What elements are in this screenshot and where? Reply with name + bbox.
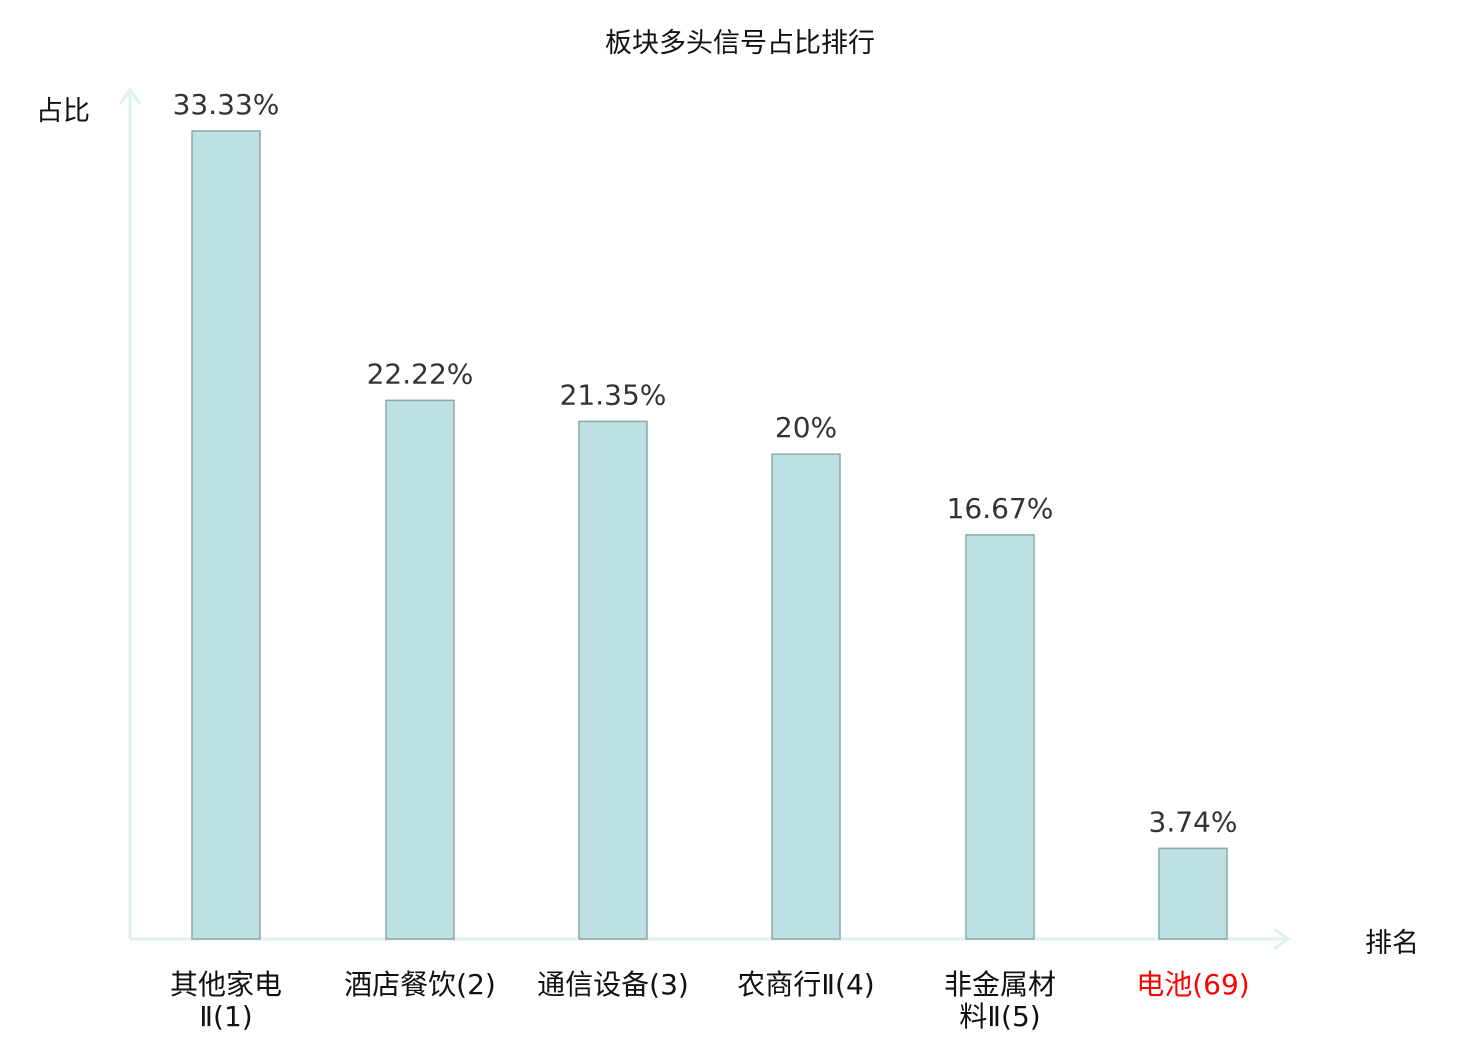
bar bbox=[578, 420, 648, 940]
data-label: 20% bbox=[775, 411, 837, 444]
data-label: 21.35% bbox=[560, 378, 667, 411]
x-tick-label: 电池(69) bbox=[1136, 968, 1249, 1001]
chart-title: 板块多头信号占比排行 bbox=[605, 28, 875, 59]
bar bbox=[965, 534, 1035, 940]
y-axis-label: 占比 bbox=[36, 96, 90, 127]
x-tick-label: 料Ⅱ(5) bbox=[959, 1000, 1040, 1033]
data-label: 3.74% bbox=[1149, 805, 1238, 838]
x-tick-label: 非金属材 bbox=[944, 968, 1056, 1001]
x-tick-label: 其他家电 bbox=[170, 968, 282, 1001]
x-tick-label: 酒店餐饮(2) bbox=[344, 968, 496, 1001]
data-label: 33.33% bbox=[173, 88, 280, 121]
x-tick-label: 农商行Ⅱ(4) bbox=[737, 968, 874, 1001]
data-label: 22.22% bbox=[367, 357, 474, 390]
bar bbox=[191, 130, 261, 940]
x-tick-label: 通信设备(3) bbox=[537, 968, 689, 1001]
x-tick-label: Ⅱ(1) bbox=[199, 1000, 252, 1033]
data-label: 16.67% bbox=[947, 492, 1054, 525]
y-axis-arrow-icon bbox=[118, 87, 142, 105]
bar bbox=[771, 453, 841, 940]
x-axis-label: 排名 bbox=[1365, 928, 1419, 959]
bar bbox=[385, 399, 455, 940]
x-axis-arrow-icon bbox=[1273, 927, 1291, 951]
bar bbox=[1158, 847, 1228, 940]
